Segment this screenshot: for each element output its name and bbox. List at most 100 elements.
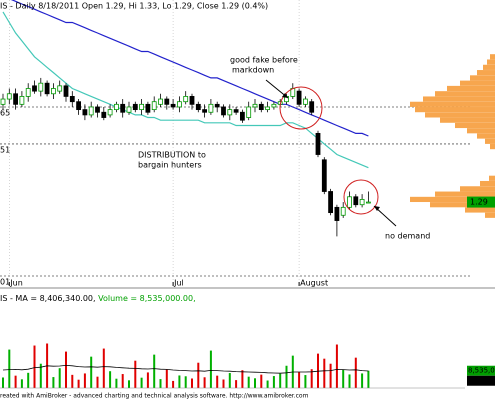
- arrow-head: [374, 206, 380, 211]
- candle-body: [13, 93, 19, 105]
- volume-bar: [109, 371, 112, 388]
- volume-bar: [2, 377, 4, 388]
- volume-profile-bar: [430, 202, 495, 208]
- volume-bar: [14, 375, 17, 388]
- candle-body: [25, 88, 31, 97]
- annotation: bargain hunters: [138, 161, 202, 170]
- volume-bar: [367, 370, 370, 388]
- volume-ma-title: IS - MA = 8,406,340.00,: [0, 294, 96, 303]
- volume-profile-bar: [477, 133, 495, 139]
- volume-bar: [260, 374, 263, 388]
- candle-body: [38, 82, 44, 92]
- volume-bar: [8, 349, 11, 388]
- candle-body: [88, 106, 94, 116]
- volume-bar: [159, 379, 162, 388]
- candle-body: [233, 109, 239, 113]
- volume-bar: [241, 370, 244, 388]
- annotation: DISTRIBUTION to: [138, 151, 206, 160]
- candle-body: [334, 206, 340, 221]
- price-pane: [0, 0, 495, 282]
- volume-profile-bar: [477, 70, 495, 76]
- volume-bar: [216, 375, 219, 388]
- volume-profile-bar: [447, 85, 495, 92]
- candle-body: [246, 106, 252, 118]
- volume-bar: [178, 375, 181, 388]
- price-marker: [467, 196, 495, 208]
- candle-body: [265, 106, 271, 111]
- candle-body: [183, 96, 189, 103]
- volume-bar: [354, 357, 357, 388]
- price-marker-label: 1.29: [470, 198, 488, 207]
- volume-profile-bar: [440, 117, 495, 123]
- candle-body: [347, 196, 352, 208]
- volume-bar: [184, 376, 187, 388]
- volume-bar: [310, 369, 313, 388]
- volume-bar: [304, 375, 307, 388]
- volume-profile-bar: [415, 107, 495, 113]
- volume-axis-box: [467, 365, 495, 376]
- candle-body: [69, 96, 75, 103]
- volume-profile-bar: [460, 80, 495, 86]
- volume-bar: [153, 354, 156, 388]
- annotation: good fake before: [230, 56, 298, 65]
- volume-bar: [298, 372, 301, 388]
- volume-bar: [342, 369, 345, 388]
- candle-body: [107, 109, 113, 116]
- volume-bar: [228, 373, 231, 388]
- volume-profile-bar: [425, 112, 495, 118]
- y-tick-label: 65: [0, 108, 10, 117]
- volume-bar: [323, 358, 326, 388]
- volume-profile-bar: [410, 196, 495, 203]
- volume-bar: [222, 379, 225, 388]
- x-tick-label: Jun: [9, 279, 22, 288]
- volume-bar: [83, 373, 86, 388]
- candle-body: [158, 98, 163, 105]
- volume-profile-bar: [435, 91, 495, 97]
- volume-bar: [329, 363, 332, 388]
- volume-bar: [235, 380, 238, 388]
- volume-bar: [279, 373, 282, 388]
- volume-bar: [71, 374, 74, 388]
- volume-bar: [140, 377, 143, 388]
- candle-body: [365, 201, 371, 204]
- candle-body: [271, 103, 277, 108]
- volume-axis-box: [467, 375, 495, 386]
- candle-body: [63, 85, 69, 97]
- candle-body: [164, 98, 170, 105]
- candle-body: [227, 109, 233, 116]
- volume-profile-bar: [490, 54, 495, 60]
- volume-bar: [102, 348, 105, 388]
- candle-body: [315, 132, 321, 155]
- volume-profile-bar: [490, 143, 495, 150]
- candle-body: [340, 206, 346, 216]
- volume-bar: [27, 372, 30, 388]
- moving-average: [10, 0, 369, 137]
- candle-body: [309, 101, 315, 113]
- volume-bar: [39, 363, 42, 388]
- volume-title-value: Volume = 8,535,000.00,: [98, 294, 196, 303]
- candle-body: [95, 106, 100, 113]
- candle-body: [296, 90, 302, 105]
- candle-body: [44, 82, 50, 95]
- candle-body: [328, 191, 334, 214]
- annotation: no demand: [385, 232, 430, 241]
- volume-bar: [165, 369, 168, 388]
- volume-profile-bar: [460, 186, 495, 192]
- volume-profile-bar: [455, 122, 495, 129]
- footer: reated with AmiBroker - advanced chartin…: [0, 393, 309, 400]
- volume-axis-label: 8,535,00: [468, 367, 495, 375]
- volume-bar: [203, 377, 206, 388]
- volume-bar: [272, 376, 275, 388]
- volume-bar: [266, 380, 269, 388]
- volume-profile-bar: [483, 64, 495, 70]
- candle-body: [359, 199, 365, 206]
- volume-bar: [115, 378, 118, 388]
- candle-body: [51, 88, 56, 95]
- volume-profile-bar: [485, 138, 495, 144]
- volume-bar: [65, 351, 67, 388]
- volume-bar: [58, 368, 61, 388]
- candle-body: [6, 93, 12, 100]
- candle-body: [239, 111, 245, 121]
- candle-body: [101, 111, 107, 118]
- candle-body: [145, 103, 151, 113]
